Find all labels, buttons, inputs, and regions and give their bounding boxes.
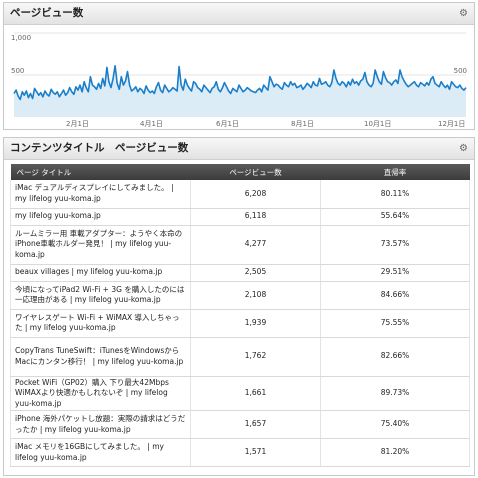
row-bounce-rate: 55.64% [320, 208, 470, 226]
row-pageviews: 6,208 [190, 180, 321, 209]
row-bounce-rate: 81.20% [320, 438, 470, 467]
row-bounce-rate: 80.11% [320, 180, 470, 209]
column-header-pageviews[interactable]: ページビュー数 [190, 164, 321, 180]
x-tick-label: 12月1日 [438, 120, 465, 128]
column-header-bounce-rate[interactable]: 直帰率 [320, 164, 470, 180]
content-table: ページ タイトル ページビュー数 直帰率 iMac デュアルディスプレイにしてみ… [10, 164, 470, 467]
pageviews-panel-header: ページビュー数 ⚙ [4, 3, 474, 25]
table-row: ルームミラー用 車載アダプター：ようやく本命のiPhone車載ホルダー発見！ |… [10, 225, 470, 265]
row-title-cell: iPhone 海外パケットし放題：実際の請求はどうだったか | my lifel… [10, 410, 191, 439]
row-bounce-rate: 84.66% [320, 281, 470, 310]
pageviews-panel-title: ページビュー数 [10, 7, 84, 19]
row-title-cell: iMac デュアルディスプレイにしてみました。 | my lifelog yuu… [10, 180, 191, 209]
table-header-row: ページ タイトル ページビュー数 直帰率 [10, 164, 470, 180]
y-tick-label: 500 [454, 67, 467, 75]
table-row: 今頃になってiPad2 Wi-Fi + 3G を購入したのには一応理由がある |… [10, 281, 470, 310]
row-pageviews: 2,505 [190, 264, 321, 282]
row-title-cell: ワイヤレスゲート Wi-Fi + WiMAX 導入しちゃった | my life… [10, 309, 191, 338]
x-tick-label: 8月1日 [291, 120, 314, 128]
row-title-link[interactable]: ワイヤレスゲート Wi-Fi + WiMAX 導入しちゃった | my life… [15, 312, 180, 333]
table-row: iMac デュアルディスプレイにしてみました。 | my lifelog yuu… [10, 180, 470, 209]
column-header-title[interactable]: ページ タイトル [10, 164, 191, 180]
table-row: iPhone 海外パケットし放題：実際の請求はどうだったか | my lifel… [10, 410, 470, 439]
row-title-cell: beaux villages | my lifelog yuu-koma.jp [10, 264, 191, 282]
y-tick-label: 500 [11, 67, 24, 75]
x-tick-label: 6月1日 [216, 120, 239, 128]
x-tick-label: 10月1日 [364, 120, 391, 128]
row-title-link[interactable]: iPhone 海外パケットし放題：実際の請求はどうだったか | my lifel… [15, 414, 186, 434]
content-table-body: iMac デュアルディスプレイにしてみました。 | my lifelog yuu… [10, 180, 470, 467]
y-tick-label: 1,000 [11, 34, 31, 42]
table-row: beaux villages | my lifelog yuu-koma.jp 2… [10, 264, 470, 282]
row-title-cell: CopyTrans TuneSwift：iTunesをWindowsからMacに… [10, 337, 191, 377]
row-title-cell: iMac メモリを16GBにしてみました。 | my lifelog yuu-k… [10, 438, 191, 467]
row-bounce-rate: 29.51% [320, 264, 470, 282]
row-title-cell: my lifelog yuu-koma.jp [10, 208, 191, 226]
row-bounce-rate: 82.66% [320, 337, 470, 377]
row-title-link[interactable]: iMac メモリを16GBにしてみました。 | my lifelog yuu-k… [15, 442, 164, 462]
table-row: Pocket WiFi（GP02）購入 下り最大42Mbps WiMAXより快適… [10, 376, 470, 411]
gear-icon[interactable]: ⚙ [459, 143, 468, 154]
row-pageviews: 1,661 [190, 376, 321, 411]
row-bounce-rate: 75.55% [320, 309, 470, 338]
row-title-link[interactable]: ルームミラー用 車載アダプター：ようやく本命のiPhone車載ホルダー発見！ |… [15, 228, 183, 259]
row-title-cell: ルームミラー用 車載アダプター：ようやく本命のiPhone車載ホルダー発見！ |… [10, 225, 191, 265]
row-title-link[interactable]: iMac デュアルディスプレイにしてみました。 | my lifelog yuu… [15, 183, 174, 203]
pageviews-line-chart: 1,000 500 500 2月1日 4月1日 6月1日 8月1日 10月1日 12月1日 [11, 32, 467, 128]
row-pageviews: 1,939 [190, 309, 321, 338]
pageviews-panel: ページビュー数 ⚙ 1,000 500 500 2月1日 4月1日 6月1日 8月1日 10月… [3, 2, 475, 130]
x-tick-label: 2月1日 [66, 120, 89, 128]
row-pageviews: 1,571 [190, 438, 321, 467]
row-pageviews: 1,657 [190, 410, 321, 439]
table-row: my lifelog yuu-koma.jp 6,118 55.64% [10, 208, 470, 226]
row-title-link[interactable]: CopyTrans TuneSwift：iTunesをWindowsからMacに… [15, 346, 184, 366]
row-title-link[interactable]: beaux villages | my lifelog yuu-koma.jp [15, 267, 163, 277]
row-title-link[interactable]: 今頃になってiPad2 Wi-Fi + 3G を購入したのには一応理由がある |… [15, 284, 185, 305]
row-pageviews: 2,108 [190, 281, 321, 310]
table-row: iMac メモリを16GBにしてみました。 | my lifelog yuu-k… [10, 438, 470, 467]
table-row: ワイヤレスゲート Wi-Fi + WiMAX 導入しちゃった | my life… [10, 309, 470, 338]
content-table-wrap: ページ タイトル ページビュー数 直帰率 iMac デュアルディスプレイにしてみ… [10, 164, 470, 467]
row-pageviews: 6,118 [190, 208, 321, 226]
content-panel-title: コンテンツタイトル ページビュー数 [10, 142, 189, 154]
content-panel: コンテンツタイトル ページビュー数 ⚙ ページ タイトル ページビュー数 直帰率… [3, 137, 475, 476]
row-title-cell: 今頃になってiPad2 Wi-Fi + 3G を購入したのには一応理由がある |… [10, 281, 191, 310]
row-title-link[interactable]: my lifelog yuu-koma.jp [15, 211, 101, 221]
content-panel-header: コンテンツタイトル ページビュー数 ⚙ [4, 138, 474, 160]
row-bounce-rate: 73.57% [320, 225, 470, 265]
row-title-cell: Pocket WiFi（GP02）購入 下り最大42Mbps WiMAXより快適… [10, 376, 191, 411]
row-pageviews: 4,277 [190, 225, 321, 265]
series-line [13, 65, 467, 101]
table-row: CopyTrans TuneSwift：iTunesをWindowsからMacに… [10, 337, 470, 377]
row-title-link[interactable]: Pocket WiFi（GP02）購入 下り最大42Mbps WiMAXより快適… [15, 377, 169, 408]
row-bounce-rate: 89.73% [320, 376, 470, 411]
row-pageviews: 1,762 [190, 337, 321, 377]
series-area [14, 65, 466, 117]
x-tick-label: 4月1日 [140, 120, 163, 128]
row-bounce-rate: 75.40% [320, 410, 470, 439]
gear-icon[interactable]: ⚙ [459, 8, 468, 19]
